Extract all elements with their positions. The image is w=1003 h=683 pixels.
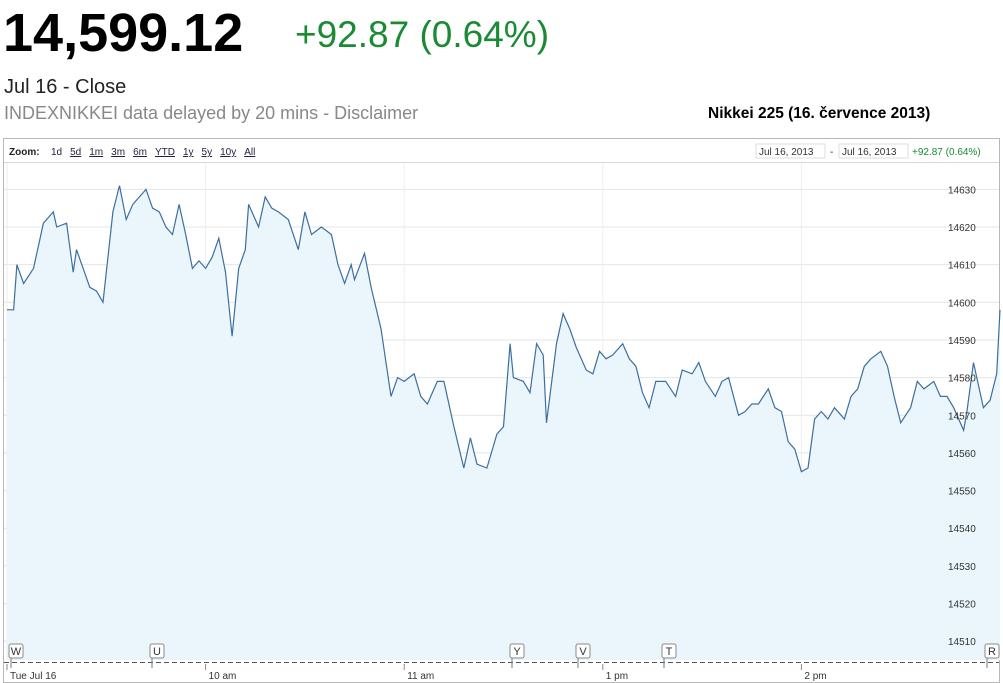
y-tick-label: 14610 <box>948 261 976 272</box>
y-tick-label: 14510 <box>948 637 976 648</box>
flag-marker[interactable]: R <box>984 643 1000 668</box>
y-tick-label: 14560 <box>948 449 976 460</box>
plot-area <box>4 163 1001 660</box>
overlay: Zoom: 1d 5d 1m 3m 6m YTD 1y 5y 10y All Jul 16, 2013… <box>6 143 1000 682</box>
flag-letter: R <box>988 646 996 658</box>
y-tick-label: 14530 <box>948 562 976 573</box>
zoom-option[interactable]: 6m <box>133 147 147 158</box>
flag-box <box>8 643 24 659</box>
chart-title: Nikkei 225 (16. července 2013) <box>708 105 931 122</box>
zoom-label: Zoom: <box>9 147 40 158</box>
close-date: Jul 16 - Close <box>4 76 127 98</box>
x-tick-label: 2 pm <box>804 671 826 682</box>
flag-box <box>149 643 165 659</box>
y-tick-label: 14540 <box>948 524 976 535</box>
x-tick-label: 1 pm <box>606 671 628 682</box>
zoom-option[interactable]: 10y <box>220 147 236 158</box>
flag-box <box>661 643 677 659</box>
flag-marker[interactable]: U <box>149 643 165 668</box>
y-tick-label: 14590 <box>948 336 976 347</box>
range-end: Jul 16, 2013 <box>842 147 897 158</box>
flag-marker[interactable]: W <box>8 643 24 668</box>
zoom-option[interactable]: 3m <box>111 147 125 158</box>
y-tick-label: 14620 <box>948 223 976 234</box>
price-change: +92.87 (0.64%) <box>295 14 550 55</box>
flag-letter: U <box>153 646 161 658</box>
range-change: +92.87 (0.64%) <box>912 147 981 158</box>
zoom-option[interactable]: 1m <box>89 147 103 158</box>
x-tick-label: Tue Jul 16 <box>10 671 57 682</box>
zoom-option[interactable]: 5d <box>70 147 81 158</box>
zoom-option[interactable]: 1y <box>183 147 194 158</box>
range-separator: - <box>830 147 833 158</box>
y-tick-label: 14600 <box>948 298 976 309</box>
y-tick-label: 14550 <box>948 487 976 498</box>
flag-box <box>984 643 1000 659</box>
zoom-option[interactable]: All <box>244 147 255 158</box>
flag-letter: V <box>579 646 587 658</box>
flag-marker[interactable]: V <box>575 643 591 668</box>
flag-box <box>509 643 525 659</box>
zoom-option[interactable]: YTD <box>155 147 175 158</box>
y-tick-label: 14570 <box>948 411 976 422</box>
flag-letter: Y <box>513 646 521 658</box>
x-tick-label: 10 am <box>209 671 237 682</box>
x-tick-label: 11 am <box>407 671 434 682</box>
flag-letter: T <box>666 646 673 658</box>
zoom-option[interactable]: 1d <box>51 147 62 158</box>
flag-marker[interactable]: Y <box>509 643 525 668</box>
price: 14,599.12 <box>3 3 244 63</box>
area-fill <box>7 185 1000 660</box>
flag-letter: W <box>11 646 22 658</box>
y-tick-label: 14580 <box>948 374 976 385</box>
flag-marker[interactable]: T <box>661 643 677 668</box>
y-tick-label: 14520 <box>948 600 976 611</box>
price-line <box>7 185 1001 473</box>
range-start: Jul 16, 2013 <box>759 147 814 158</box>
range-box <box>755 143 826 159</box>
flag-box <box>575 643 591 659</box>
data-source[interactable]: INDEXNIKKEI data delayed by 20 mins - Di… <box>4 103 419 123</box>
range-box <box>838 143 909 159</box>
y-tick-label: 14630 <box>948 185 976 196</box>
zoom-option[interactable]: 5y <box>202 147 213 158</box>
